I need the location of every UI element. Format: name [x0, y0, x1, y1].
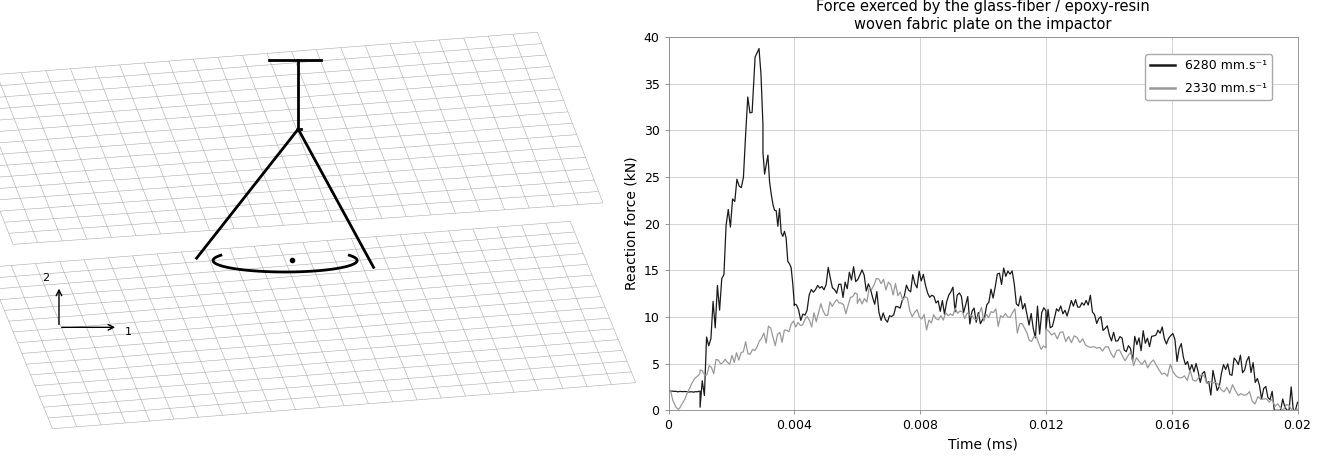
6280 mm.s⁻¹ [671, 389, 687, 394]
Title: Force exerced by the glass-fiber / epoxy-resin
woven fabric plate on the impacto: Force exerced by the glass-fiber / epoxy… [816, 0, 1151, 31]
2330 mm.s⁻¹ [833, 300, 849, 306]
Text: 2: 2 [42, 273, 49, 283]
6280 mm.s⁻¹ [1076, 302, 1092, 308]
2330 mm.s⁻¹ [869, 276, 884, 281]
6280 mm.s⁻¹ [1072, 304, 1088, 310]
X-axis label: Time (ms): Time (ms) [948, 438, 1018, 452]
6280 mm.s⁻¹ [993, 282, 1009, 287]
2330 mm.s⁻¹ [788, 324, 804, 330]
2330 mm.s⁻¹ [671, 406, 687, 411]
6280 mm.s⁻¹ [661, 388, 677, 394]
6280 mm.s⁻¹ [751, 46, 767, 51]
6280 mm.s⁻¹ [1035, 305, 1051, 311]
Y-axis label: Reaction force (kN): Reaction force (kN) [624, 157, 638, 290]
2330 mm.s⁻¹ [718, 356, 733, 362]
6280 mm.s⁻¹ [1262, 397, 1278, 402]
Line: 6280 mm.s⁻¹: 6280 mm.s⁻¹ [669, 48, 1298, 410]
Legend: 6280 mm.s⁻¹, 2330 mm.s⁻¹: 6280 mm.s⁻¹, 2330 mm.s⁻¹ [1145, 54, 1272, 100]
Line: 2330 mm.s⁻¹: 2330 mm.s⁻¹ [669, 278, 1298, 410]
2330 mm.s⁻¹ [661, 389, 677, 395]
2330 mm.s⁻¹ [981, 315, 997, 320]
2330 mm.s⁻¹ [1290, 407, 1305, 412]
6280 mm.s⁻¹ [1266, 408, 1282, 413]
6280 mm.s⁻¹ [1290, 400, 1305, 405]
2330 mm.s⁻¹ [1053, 330, 1068, 335]
Text: 1: 1 [124, 327, 131, 337]
2330 mm.s⁻¹ [1284, 408, 1300, 413]
